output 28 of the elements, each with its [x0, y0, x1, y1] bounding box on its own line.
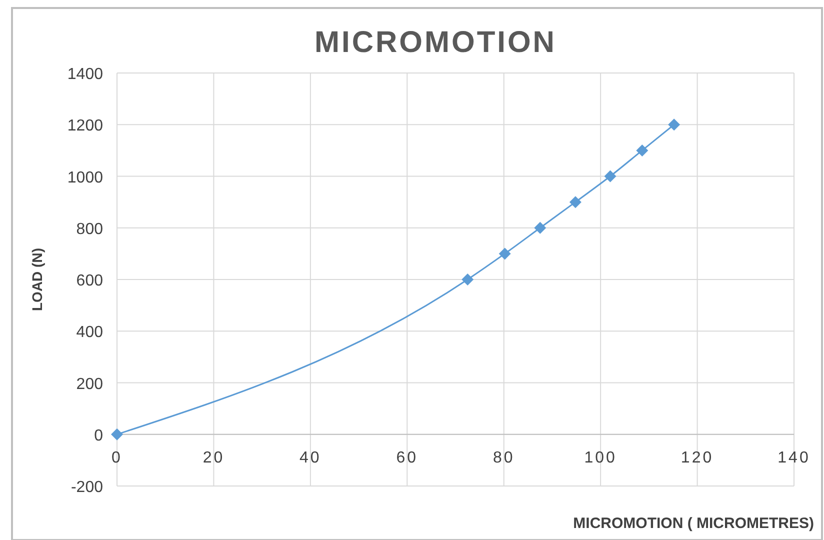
y-tick-label: 600: [76, 272, 104, 290]
point: [111, 428, 123, 440]
point: [498, 248, 511, 260]
y-tick-label: 400: [76, 324, 104, 342]
x-axis-title: MICROMOTION ( MICROMETRES): [573, 515, 814, 532]
x-tick-label: 0: [112, 449, 122, 466]
x-tick-label: 140: [778, 449, 810, 466]
y-tick-label: 1400: [67, 66, 104, 83]
y-tick-label: 0: [94, 427, 104, 444]
point: [668, 118, 680, 131]
y-tick-label: 1200: [67, 118, 104, 135]
y-tick-label: 800: [76, 220, 104, 238]
point: [462, 274, 474, 286]
x-tick-label: 20: [202, 449, 225, 466]
x-tick-label: 40: [300, 449, 322, 466]
y-tick-label: 1000: [67, 169, 104, 186]
y-tick-label: 200: [76, 376, 104, 393]
x-tick-label: 80: [492, 449, 515, 466]
point: [534, 222, 546, 234]
chart-title: MICROMOTION: [314, 26, 556, 59]
point: [636, 144, 648, 156]
point: [569, 196, 582, 208]
y-axis-title: LOAD (N): [29, 248, 45, 311]
y-tick-label: -200: [70, 479, 104, 496]
x-tick-label: 120: [680, 449, 714, 466]
x-tick-label: 100: [584, 449, 617, 466]
point: [604, 170, 616, 182]
x-tick-label: 60: [396, 449, 418, 466]
